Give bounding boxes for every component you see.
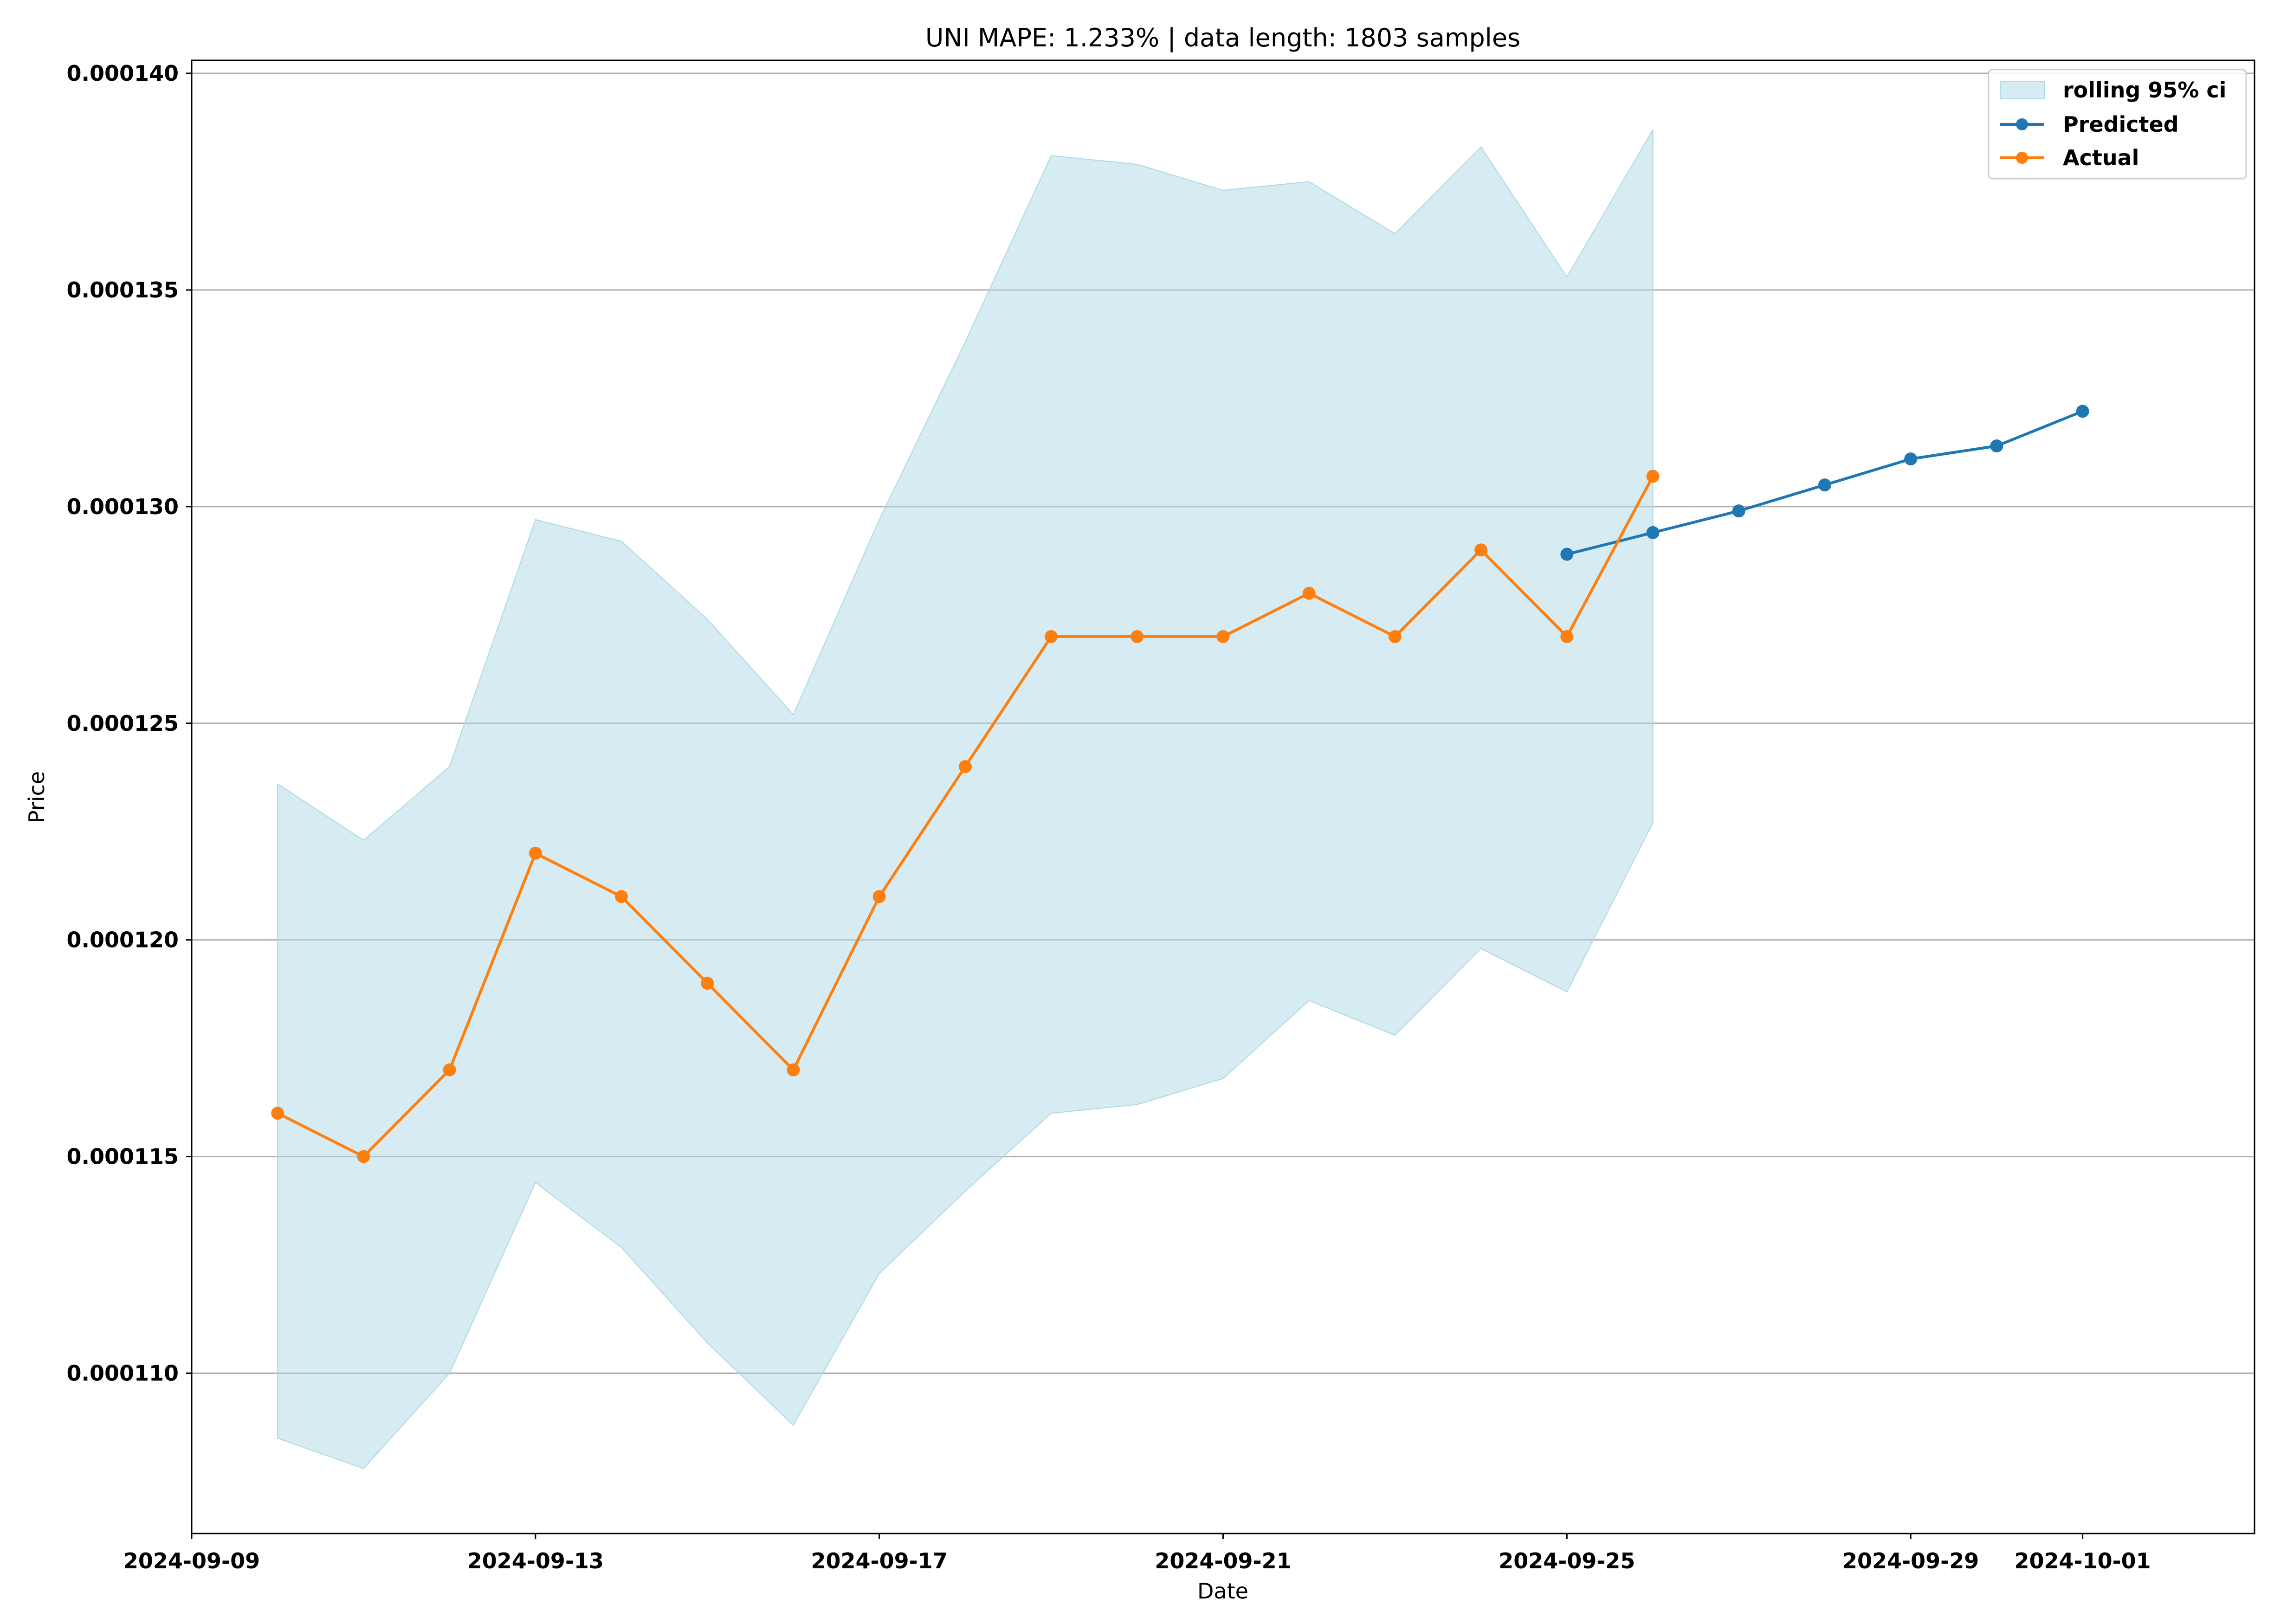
point-actual-7: [872, 890, 886, 903]
legend-label-band: rolling 95% ci: [2063, 77, 2226, 103]
x-tick-label-0: 2024-09-09: [123, 1548, 260, 1573]
x-axis: 2024-09-09 2024-09-13 2024-09-17 2024-09-21…: [123, 1534, 2151, 1573]
x-tick-label-3: 2024-09-21: [1155, 1548, 1291, 1573]
point-actual-10: [1131, 630, 1144, 643]
x-tick-label-6: 2024-10-01: [2014, 1548, 2151, 1573]
chart-title: UNI MAPE: 1.233% | data length: 1803 sam…: [925, 23, 1520, 52]
legend-label-actual: Actual: [2063, 145, 2139, 170]
x-tick-label-4: 2024-09-25: [1499, 1548, 1635, 1573]
point-actual-3: [529, 846, 542, 860]
point-actual-1: [357, 1150, 370, 1163]
y-tick-label-2: 0.000120: [66, 928, 179, 953]
y-axis: 0.000110 0.000115 0.000120 0.000125 0.000130…: [66, 61, 192, 1386]
point-actual-0: [271, 1107, 284, 1120]
legend-label-predicted: Predicted: [2063, 112, 2179, 137]
point-actual-5: [701, 977, 714, 990]
x-tick-label-2: 2024-09-17: [811, 1548, 948, 1573]
point-actual-15: [1560, 630, 1574, 643]
point-actual-2: [443, 1063, 456, 1076]
y-tick-label-1: 0.000115: [66, 1144, 179, 1169]
point-predicted-0: [1560, 548, 1574, 561]
y-axis-label: Price: [24, 771, 49, 823]
point-actual-12: [1302, 586, 1316, 600]
point-predicted-2: [1732, 504, 1745, 518]
point-actual-16: [1646, 470, 1660, 483]
point-actual-6: [787, 1063, 800, 1076]
legend-marker-predicted: [2016, 118, 2028, 130]
legend-swatch-band: [2000, 81, 2045, 99]
point-actual-8: [958, 760, 972, 773]
point-predicted-4: [1904, 452, 1918, 466]
point-predicted-6: [2076, 405, 2089, 418]
legend: rolling 95% ci Predicted Actual: [1988, 69, 2247, 180]
point-predicted-5: [1990, 439, 2003, 453]
confidence-band-layer: [277, 128, 1654, 1469]
point-predicted-3: [1818, 478, 1831, 492]
point-actual-11: [1216, 630, 1230, 643]
y-tick-label-0: 0.000110: [66, 1360, 179, 1386]
series-layer: [271, 405, 2089, 1163]
y-tick-label-4: 0.000130: [66, 494, 179, 519]
confidence-band: [277, 128, 1654, 1469]
x-axis-label: Date: [1197, 1579, 1248, 1604]
legend-box: [1988, 69, 2247, 180]
point-actual-9: [1045, 630, 1058, 643]
legend-marker-actual: [2016, 152, 2028, 164]
x-tick-label-5: 2024-09-29: [1842, 1548, 1979, 1573]
y-tick-label-3: 0.000125: [66, 711, 179, 736]
point-predicted-1: [1646, 526, 1660, 539]
x-tick-label-1: 2024-09-13: [467, 1548, 604, 1573]
y-tick-label-5: 0.000135: [66, 277, 179, 303]
point-actual-14: [1474, 543, 1488, 557]
y-tick-label-6: 0.000140: [66, 61, 179, 86]
point-actual-4: [615, 890, 628, 903]
point-actual-13: [1388, 630, 1402, 643]
